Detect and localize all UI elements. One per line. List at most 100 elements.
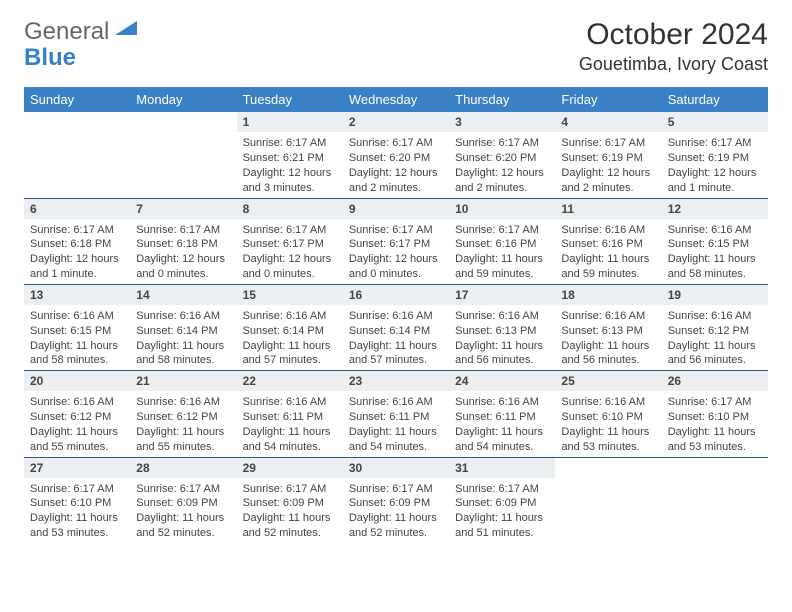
daylight-text: Daylight: 12 hours and 2 minutes. [349, 166, 443, 196]
weekday-header: Tuesday [237, 87, 343, 112]
calendar-cell: 10Sunrise: 6:17 AMSunset: 6:16 PMDayligh… [449, 198, 555, 284]
calendar-cell: 5Sunrise: 6:17 AMSunset: 6:19 PMDaylight… [662, 112, 768, 198]
daylight-text: Daylight: 11 hours and 59 minutes. [455, 252, 549, 282]
logo-triangle-icon [115, 21, 137, 44]
calendar-cell: 3Sunrise: 6:17 AMSunset: 6:20 PMDaylight… [449, 112, 555, 198]
calendar-cell: 14Sunrise: 6:16 AMSunset: 6:14 PMDayligh… [130, 284, 236, 370]
sunrise-text: Sunrise: 6:16 AM [30, 395, 124, 410]
weekday-header: Thursday [449, 87, 555, 112]
sunset-text: Sunset: 6:19 PM [668, 151, 762, 166]
day-number: 23 [343, 371, 449, 391]
calendar-cell: 23 Sunrise: 6:16 AMSunset: 6:11 PMDayligh… [343, 371, 449, 457]
sunset-text: Sunset: 6:15 PM [668, 237, 762, 252]
sunrise-text: Sunrise: 6:16 AM [136, 309, 230, 324]
sunset-text: Sunset: 6:19 PM [561, 151, 655, 166]
sunrise-text: Sunrise: 6:17 AM [455, 136, 549, 151]
sunrise-text: Sunrise: 6:16 AM [349, 309, 443, 324]
sunrise-text: Sunrise: 6:16 AM [243, 309, 337, 324]
title-block: October 2024 Gouetimba, Ivory Coast [579, 18, 768, 75]
sunrise-text: Sunrise: 6:17 AM [30, 223, 124, 238]
daylight-text: Daylight: 11 hours and 58 minutes. [668, 252, 762, 282]
sunrise-text: Sunrise: 6:16 AM [455, 395, 549, 410]
calendar-cell: 28Sunrise: 6:17 AMSunset: 6:09 PMDayligh… [130, 457, 236, 543]
day-number: 26 [662, 371, 768, 391]
sunrise-text: Sunrise: 6:17 AM [243, 482, 337, 497]
day-number: 13 [24, 285, 130, 305]
calendar-body: 1Sunrise: 6:17 AMSunset: 6:21 PMDaylight… [24, 112, 768, 543]
day-number: 9 [343, 199, 449, 219]
daylight-text: Daylight: 11 hours and 59 minutes. [561, 252, 655, 282]
sunrise-text: Sunrise: 6:17 AM [243, 223, 337, 238]
sunset-text: Sunset: 6:09 PM [136, 496, 230, 511]
sunrise-text: Sunrise: 6:16 AM [349, 395, 443, 410]
day-body: Sunrise: 6:17 AMSunset: 6:17 PMDaylight:… [237, 219, 343, 284]
sunrise-text: Sunrise: 6:17 AM [455, 223, 549, 238]
daylight-text: Daylight: 11 hours and 56 minutes. [561, 339, 655, 369]
logo-text-general: General [24, 18, 109, 46]
daylight-text: Daylight: 11 hours and 51 minutes. [455, 511, 549, 541]
calendar-cell: 4Sunrise: 6:17 AMSunset: 6:19 PMDaylight… [555, 112, 661, 198]
day-body: Sunrise: 6:17 AMSunset: 6:18 PMDaylight:… [130, 219, 236, 284]
daylight-text: Daylight: 12 hours and 0 minutes. [136, 252, 230, 282]
calendar-cell: 27Sunrise: 6:17 AMSunset: 6:10 PMDayligh… [24, 457, 130, 543]
sunrise-text: Sunrise: 6:17 AM [668, 395, 762, 410]
sunset-text: Sunset: 6:12 PM [30, 410, 124, 425]
daylight-text: Daylight: 11 hours and 54 minutes. [455, 425, 549, 455]
calendar-cell: 12Sunrise: 6:16 AMSunset: 6:15 PMDayligh… [662, 198, 768, 284]
calendar-cell: 13Sunrise: 6:16 AMSunset: 6:15 PMDayligh… [24, 284, 130, 370]
daylight-text: Daylight: 11 hours and 58 minutes. [30, 339, 124, 369]
calendar-cell: 18Sunrise: 6:16 AMSunset: 6:13 PMDayligh… [555, 284, 661, 370]
day-body: Sunrise: 6:17 AMSunset: 6:09 PMDaylight:… [449, 478, 555, 543]
sunrise-text: Sunrise: 6:16 AM [136, 395, 230, 410]
calendar-cell: 19Sunrise: 6:16 AMSunset: 6:12 PMDayligh… [662, 284, 768, 370]
location: Gouetimba, Ivory Coast [579, 54, 768, 75]
day-number: 20 [24, 371, 130, 391]
sunrise-text: Sunrise: 6:17 AM [349, 482, 443, 497]
weekday-header: Friday [555, 87, 661, 112]
daylight-text: Daylight: 11 hours and 58 minutes. [136, 339, 230, 369]
day-body: Sunrise: 6:16 AMSunset: 6:16 PMDaylight:… [555, 219, 661, 284]
daylight-text: Daylight: 11 hours and 54 minutes. [349, 425, 443, 455]
sunrise-text: Sunrise: 6:16 AM [455, 309, 549, 324]
calendar-cell: 11Sunrise: 6:16 AMSunset: 6:16 PMDayligh… [555, 198, 661, 284]
sunset-text: Sunset: 6:18 PM [136, 237, 230, 252]
day-number: 12 [662, 199, 768, 219]
sunset-text: Sunset: 6:09 PM [455, 496, 549, 511]
weekday-header: Monday [130, 87, 236, 112]
calendar-cell: 21Sunrise: 6:16 AMSunset: 6:12 PMDayligh… [130, 371, 236, 457]
sunset-text: Sunset: 6:11 PM [455, 410, 549, 425]
day-body: Sunrise: 6:17 AMSunset: 6:16 PMDaylight:… [449, 219, 555, 284]
daylight-text: Daylight: 12 hours and 2 minutes. [455, 166, 549, 196]
sunset-text: Sunset: 6:16 PM [455, 237, 549, 252]
calendar-cell [662, 457, 768, 543]
sunrise-text: Sunrise: 6:17 AM [455, 482, 549, 497]
day-number: 2 [343, 112, 449, 132]
sunset-text: Sunset: 6:11 PM [349, 410, 443, 425]
calendar-cell: 16Sunrise: 6:16 AMSunset: 6:14 PMDayligh… [343, 284, 449, 370]
day-number: 7 [130, 199, 236, 219]
day-number: 24 [449, 371, 555, 391]
sunset-text: Sunset: 6:15 PM [30, 324, 124, 339]
daylight-text: Daylight: 12 hours and 0 minutes. [349, 252, 443, 282]
sunset-text: Sunset: 6:10 PM [30, 496, 124, 511]
sunset-text: Sunset: 6:14 PM [243, 324, 337, 339]
sunset-text: Sunset: 6:20 PM [349, 151, 443, 166]
sunset-text: Sunset: 6:20 PM [455, 151, 549, 166]
sunset-text: Sunset: 6:09 PM [349, 496, 443, 511]
day-body: Sunrise: 6:16 AMSunset: 6:10 PMDaylight:… [555, 391, 661, 456]
day-number: 1 [237, 112, 343, 132]
day-number: 8 [237, 199, 343, 219]
day-body: Sunrise: 6:17 AMSunset: 6:17 PMDaylight:… [343, 219, 449, 284]
day-body: Sunrise: 6:17 AMSunset: 6:20 PMDaylight:… [449, 132, 555, 197]
weekday-header: Sunday [24, 87, 130, 112]
sunrise-text: Sunrise: 6:16 AM [243, 395, 337, 410]
calendar-cell: 22Sunrise: 6:16 AMSunset: 6:11 PMDayligh… [237, 371, 343, 457]
sunrise-text: Sunrise: 6:17 AM [136, 223, 230, 238]
day-body: Sunrise: 6:16 AMSunset: 6:15 PMDaylight:… [24, 305, 130, 370]
calendar-cell: 6Sunrise: 6:17 AMSunset: 6:18 PMDaylight… [24, 198, 130, 284]
day-number: 30 [343, 458, 449, 478]
day-number: 3 [449, 112, 555, 132]
day-number: 10 [449, 199, 555, 219]
calendar-cell: 7Sunrise: 6:17 AMSunset: 6:18 PMDaylight… [130, 198, 236, 284]
calendar-cell [130, 112, 236, 198]
